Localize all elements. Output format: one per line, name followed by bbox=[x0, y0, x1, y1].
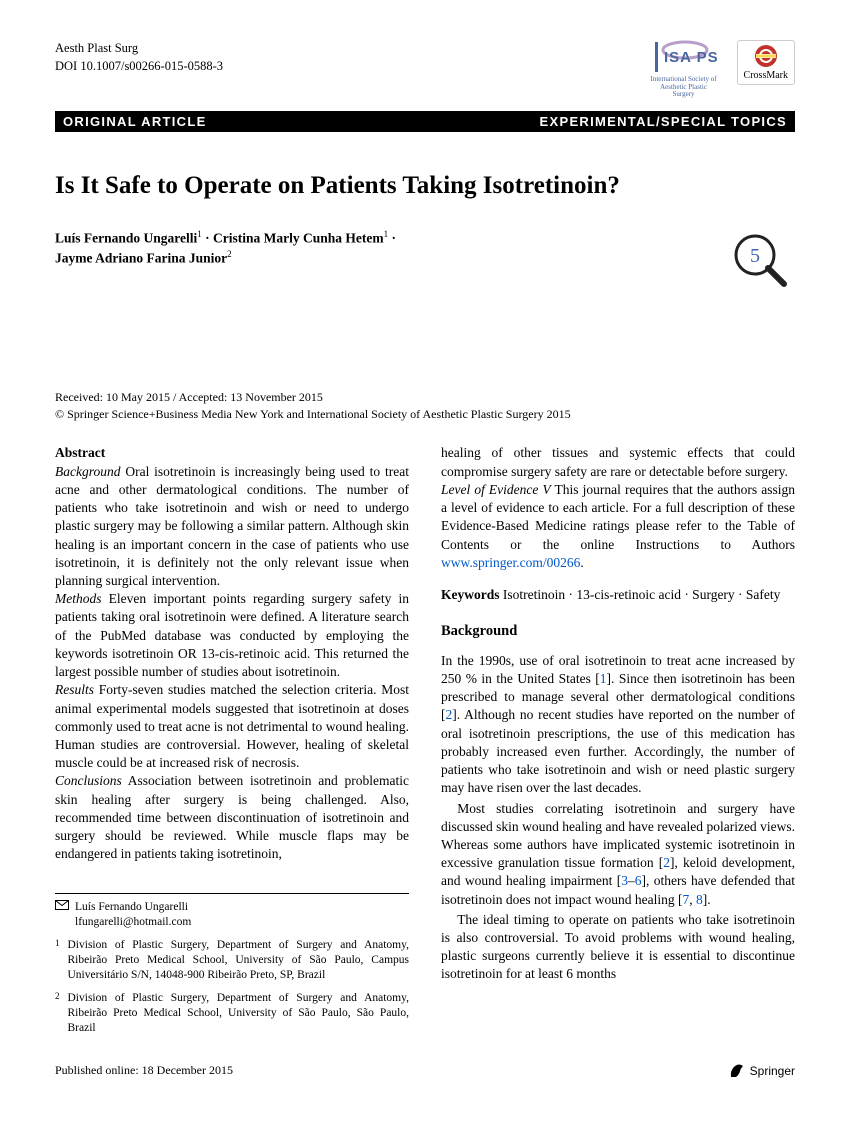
envelope-icon bbox=[55, 900, 69, 930]
magnifier-number: 5 bbox=[750, 245, 760, 267]
sep: · bbox=[388, 231, 396, 246]
bg-text: The ideal timing to operate on patients … bbox=[441, 912, 795, 982]
citation-link[interactable]: 1 bbox=[600, 671, 607, 686]
bg-dash: – bbox=[628, 873, 635, 888]
author-1: Luís Fernando Ungarelli bbox=[55, 231, 197, 246]
crossmark-badge[interactable]: CrossMark bbox=[737, 40, 795, 85]
corr-name: Luís Fernando Ungarelli bbox=[75, 900, 191, 915]
affiliation-1: 1 Division of Plastic Surgery, Departmen… bbox=[55, 938, 409, 983]
left-column: Abstract Background Oral isotretinoin is… bbox=[55, 444, 409, 1044]
aff-num: 1 bbox=[55, 938, 60, 983]
abstract-heading: Abstract bbox=[55, 445, 105, 460]
bg-text: ]. bbox=[703, 892, 711, 907]
bar-right: EXPERIMENTAL/SPECIAL TOPICS bbox=[540, 114, 787, 129]
right-column: healing of other tissues and systemic ef… bbox=[441, 444, 795, 1044]
copyright-line: © Springer Science+Business Media New Yo… bbox=[55, 406, 795, 423]
authors-block: Luís Fernando Ungarelli1 · Cristina Marl… bbox=[55, 228, 555, 269]
category-bar: ORIGINAL ARTICLE EXPERIMENTAL/SPECIAL TO… bbox=[55, 111, 795, 132]
loe-link[interactable]: www.springer.com/00266 bbox=[441, 555, 580, 570]
keywords-text: Isotretinoin · 13-cis-retinoic acid · Su… bbox=[500, 587, 781, 602]
correspondence: Luís Fernando Ungarelli lfungarelli@hotm… bbox=[55, 900, 409, 930]
published-online: Published online: 18 December 2015 bbox=[55, 1063, 233, 1078]
sep: · bbox=[202, 231, 213, 246]
footer-row: Published online: 18 December 2015 Sprin… bbox=[55, 1062, 795, 1080]
aff-text: Division of Plastic Surgery, Department … bbox=[68, 938, 410, 983]
dates-block: Received: 10 May 2015 / Accepted: 13 Nov… bbox=[55, 389, 795, 423]
journal-name: Aesth Plast Surg bbox=[55, 40, 223, 58]
author-2: Cristina Marly Cunha Hetem bbox=[213, 231, 384, 246]
citation-link[interactable]: 3 bbox=[621, 873, 628, 888]
bg-text: ]. Although no recent studies have repor… bbox=[441, 707, 795, 795]
corr-email: lfungarelli@hotmail.com bbox=[75, 915, 191, 930]
springer-logo: Springer bbox=[728, 1062, 795, 1080]
background-label: Background bbox=[55, 464, 120, 479]
bar-left: ORIGINAL ARTICLE bbox=[63, 114, 207, 129]
footnotes-block: Luís Fernando Ungarelli lfungarelli@hotm… bbox=[55, 893, 409, 1036]
citations-magnifier-icon[interactable]: 5 bbox=[730, 230, 790, 295]
conclusions-label: Conclusions bbox=[55, 773, 122, 788]
received-accepted: Received: 10 May 2015 / Accepted: 13 Nov… bbox=[55, 389, 795, 406]
header-row: Aesth Plast Surg DOI 10.1007/s00266-015-… bbox=[55, 40, 795, 99]
body-columns: Abstract Background Oral isotretinoin is… bbox=[55, 444, 795, 1044]
bg-comma: , bbox=[689, 892, 696, 907]
col2-para1: healing of other tissues and systemic ef… bbox=[441, 445, 795, 478]
affiliation-2: 2 Division of Plastic Surgery, Departmen… bbox=[55, 991, 409, 1036]
aff-num: 2 bbox=[55, 991, 60, 1036]
doi: DOI 10.1007/s00266-015-0588-3 bbox=[55, 58, 223, 76]
author-3: Jayme Adriano Farina Junior bbox=[55, 251, 227, 266]
methods-text: Eleven important points regarding surger… bbox=[55, 591, 409, 679]
crossmark-label: CrossMark bbox=[744, 70, 788, 81]
keywords-label: Keywords bbox=[441, 587, 500, 602]
article-title: Is It Safe to Operate on Patients Taking… bbox=[55, 172, 795, 200]
citation-link[interactable]: 8 bbox=[696, 892, 703, 907]
springer-horse-icon bbox=[728, 1062, 746, 1080]
results-text: Forty-seven studies matched the selectio… bbox=[55, 682, 409, 770]
svg-text:ISA PS: ISA PS bbox=[664, 49, 719, 66]
citation-link[interactable]: 2 bbox=[663, 855, 670, 870]
background-text: Oral isotretinoin is increasingly being … bbox=[55, 464, 409, 588]
results-label: Results bbox=[55, 682, 94, 697]
aff-text: Division of Plastic Surgery, Department … bbox=[68, 991, 410, 1036]
springer-text: Springer bbox=[750, 1064, 795, 1078]
isaps-text: International Society of Aesthetic Plast… bbox=[649, 76, 719, 99]
aff-sup: 2 bbox=[227, 249, 232, 259]
background-heading: Background bbox=[441, 622, 795, 642]
header-logos: ISA PS International Society of Aestheti… bbox=[649, 40, 795, 99]
journal-info: Aesth Plast Surg DOI 10.1007/s00266-015-… bbox=[55, 40, 223, 75]
loe-label: Level of Evidence V bbox=[441, 482, 551, 497]
isaps-logo: ISA PS International Society of Aestheti… bbox=[649, 40, 719, 99]
methods-label: Methods bbox=[55, 591, 102, 606]
page-container: Aesth Plast Surg DOI 10.1007/s00266-015-… bbox=[0, 0, 850, 1110]
